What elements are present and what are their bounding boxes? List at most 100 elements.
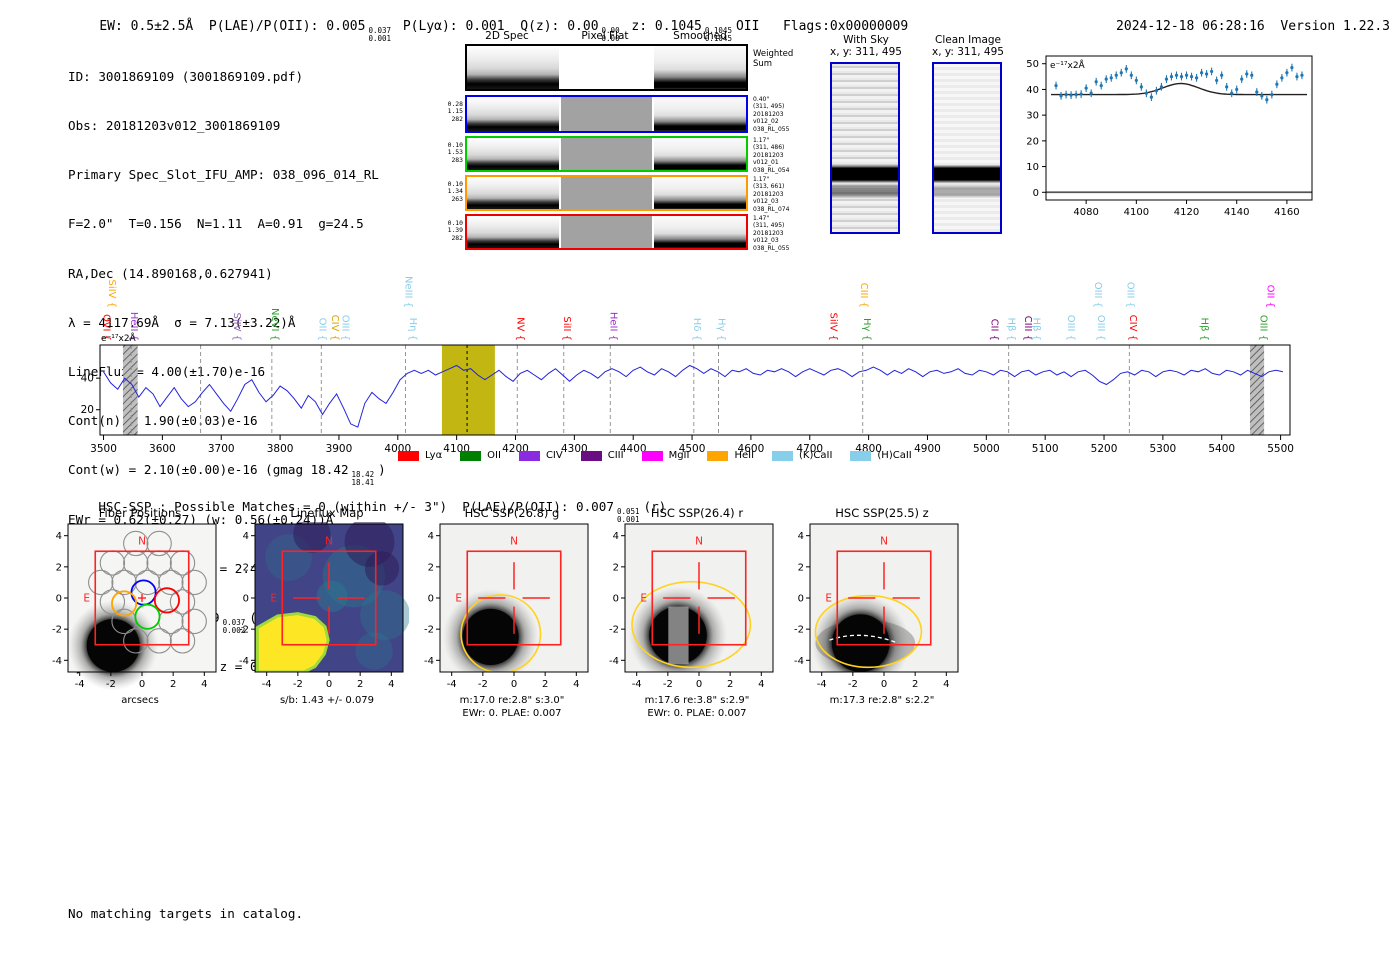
y-tick-label: 50 bbox=[1026, 59, 1039, 70]
legend-label: CIII bbox=[607, 450, 624, 461]
data-point bbox=[1255, 90, 1259, 94]
plot-frame bbox=[99, 344, 1291, 436]
data-point bbox=[1059, 94, 1063, 98]
x-tick-label: -4 bbox=[632, 679, 642, 690]
data-point bbox=[1139, 85, 1143, 89]
col-title-smoothed: Smoothed bbox=[673, 30, 727, 42]
report-header: EW: 0.5±2.5Å P(LAE)/P(OII): 0.005 0.037 0.… bbox=[68, 4, 908, 57]
selected-fiber-circle bbox=[111, 590, 138, 617]
x-tick-label: 3900 bbox=[326, 443, 353, 455]
data-point bbox=[1210, 69, 1214, 74]
extraction-box bbox=[466, 550, 562, 646]
fiber-circle bbox=[169, 589, 196, 615]
x-tick-label: 4100 bbox=[1124, 207, 1149, 218]
emission-line-label: CIII { bbox=[1022, 316, 1033, 341]
emission-line-label: NeVI { bbox=[269, 308, 280, 341]
data-point bbox=[1295, 74, 1299, 79]
legend-item: (H)CaII bbox=[850, 450, 912, 461]
data-point bbox=[1235, 87, 1239, 92]
data-point bbox=[1119, 71, 1123, 75]
cutout-row-exposure bbox=[465, 95, 748, 133]
info-lambda-sigma: λ = 4117.69Å σ = 7.13(±3.22)Å bbox=[68, 314, 296, 330]
spectrum-line-legend: Lyα OII CIV CIII MgII HeII (K)CaII (H)CaII bbox=[398, 450, 912, 461]
x-tick-label: 4500 bbox=[679, 443, 706, 455]
cutout-strip-pixelflat bbox=[560, 46, 653, 89]
legend-item: CIV bbox=[518, 450, 563, 461]
masked-region-band bbox=[122, 345, 138, 435]
data-point bbox=[1285, 71, 1289, 75]
data-point bbox=[1225, 85, 1229, 89]
data-point bbox=[1129, 73, 1133, 77]
fiber-circle bbox=[146, 530, 172, 557]
data-point bbox=[1260, 94, 1264, 98]
data-point bbox=[1094, 80, 1098, 84]
hsc-r-photometry: m:17.6 re:3.8" s:2.9" bbox=[644, 695, 750, 706]
fiber-positions-panel: Fiber Positions N E -4 -4 -2 -2 0 0 2 2 4 4 arcsecs bbox=[32, 506, 222, 707]
data-point bbox=[1074, 92, 1078, 97]
emission-line-label: SiIV { bbox=[827, 313, 838, 341]
data-point bbox=[1154, 89, 1159, 93]
north-label: N bbox=[510, 535, 518, 547]
photometry-aperture bbox=[814, 594, 923, 669]
dashed-isophote-arc bbox=[829, 634, 899, 644]
legend-label: (H)CaII bbox=[877, 450, 912, 461]
fiber-circle bbox=[158, 569, 184, 596]
y-tick-label: -4 bbox=[609, 656, 619, 667]
x-tick-label: 2 bbox=[912, 679, 918, 690]
data-point bbox=[1099, 83, 1103, 88]
x-tick-label: 5400 bbox=[1208, 443, 1235, 455]
emission-line-label: HeII { bbox=[607, 312, 618, 341]
data-point bbox=[1054, 83, 1058, 88]
hsc-z-photometry: m:17.3 re:2.8" s:2.2" bbox=[829, 695, 935, 706]
y-tick-label: 4 bbox=[613, 531, 619, 542]
plya-value: P(Lyα): 0.001 bbox=[402, 19, 505, 34]
cutout-row-weighted bbox=[465, 44, 748, 91]
fiber-circle bbox=[169, 628, 196, 654]
emission-line-label: HeII { bbox=[128, 312, 139, 341]
emission-line-label: OVI { bbox=[101, 314, 112, 341]
info-ftna: F=2.0" T=0.156 N=1.11 A=0.91 g=24.5 bbox=[68, 216, 364, 232]
hsc-z-plot: N E -4 -4 -2 -2 0 0 2 2 4 4 bbox=[794, 523, 959, 690]
fiber-circle bbox=[181, 608, 207, 635]
data-point bbox=[1270, 92, 1274, 97]
y-tick-label: 10 bbox=[1026, 162, 1039, 173]
galaxy-stripe bbox=[668, 606, 689, 665]
x-tick-label: 0 bbox=[511, 679, 517, 690]
hsc-g-photometry: m:17.0 re:2.8" s:3.0" bbox=[459, 695, 565, 706]
x-tick-label: -4 bbox=[447, 679, 457, 690]
photometry-aperture bbox=[631, 580, 752, 669]
legend-swatch bbox=[641, 450, 663, 461]
x-tick-label: -2 bbox=[106, 679, 116, 690]
gaussian-fit-curve bbox=[1051, 82, 1307, 96]
hsc-match-header: HSC-SSP : Possible Matches = 0 (within +… bbox=[98, 499, 667, 524]
x-tick-label: 2 bbox=[357, 679, 363, 690]
x-tick-label: 4120 bbox=[1174, 207, 1199, 218]
data-point bbox=[1174, 73, 1179, 77]
lineflux-map-panel: Lineflux Map N E -4 -4 -2 -2 0 0 2 2 4 4 s/b: 1.43 … bbox=[219, 506, 409, 707]
fiber-circle bbox=[146, 628, 172, 654]
y-tick-label: 2 bbox=[613, 562, 619, 573]
data-point bbox=[1220, 73, 1224, 77]
y-axis-unit-label: e⁻¹⁷x2Å bbox=[101, 332, 137, 344]
withsky-image-content bbox=[832, 64, 898, 232]
y-tick-label: 0 bbox=[798, 594, 804, 605]
image-content bbox=[811, 594, 923, 672]
emission-line-label: Hη { bbox=[407, 318, 418, 341]
cutout-row-annotation: 1.17" (311, 486) 20181203 v012_01 038_RL_054 bbox=[753, 137, 790, 174]
fiber-positions-title: Fiber Positions bbox=[98, 506, 182, 520]
data-point bbox=[1104, 77, 1108, 81]
cutout-strip bbox=[560, 97, 653, 131]
legend-label: MgII bbox=[668, 450, 690, 461]
info-primary-spec: Primary Spec_Slot_IFU_AMP: 038_096_014_R… bbox=[68, 167, 379, 183]
datetime: 2024-12-18 06:28:16 bbox=[1116, 19, 1265, 34]
heatmap-dark-blob bbox=[293, 522, 331, 553]
cutout-strip bbox=[467, 216, 559, 248]
data-point bbox=[1265, 98, 1269, 102]
emission-line-label: OIII { bbox=[1065, 315, 1076, 341]
legend-label: (K)CaII bbox=[799, 450, 833, 461]
data-point bbox=[1179, 74, 1184, 79]
x-tick-label: 5100 bbox=[1032, 443, 1059, 455]
cutout-strip bbox=[654, 138, 747, 170]
x-tick-label: 4 bbox=[943, 679, 949, 690]
emission-line-label: Hβ { bbox=[1030, 318, 1041, 341]
